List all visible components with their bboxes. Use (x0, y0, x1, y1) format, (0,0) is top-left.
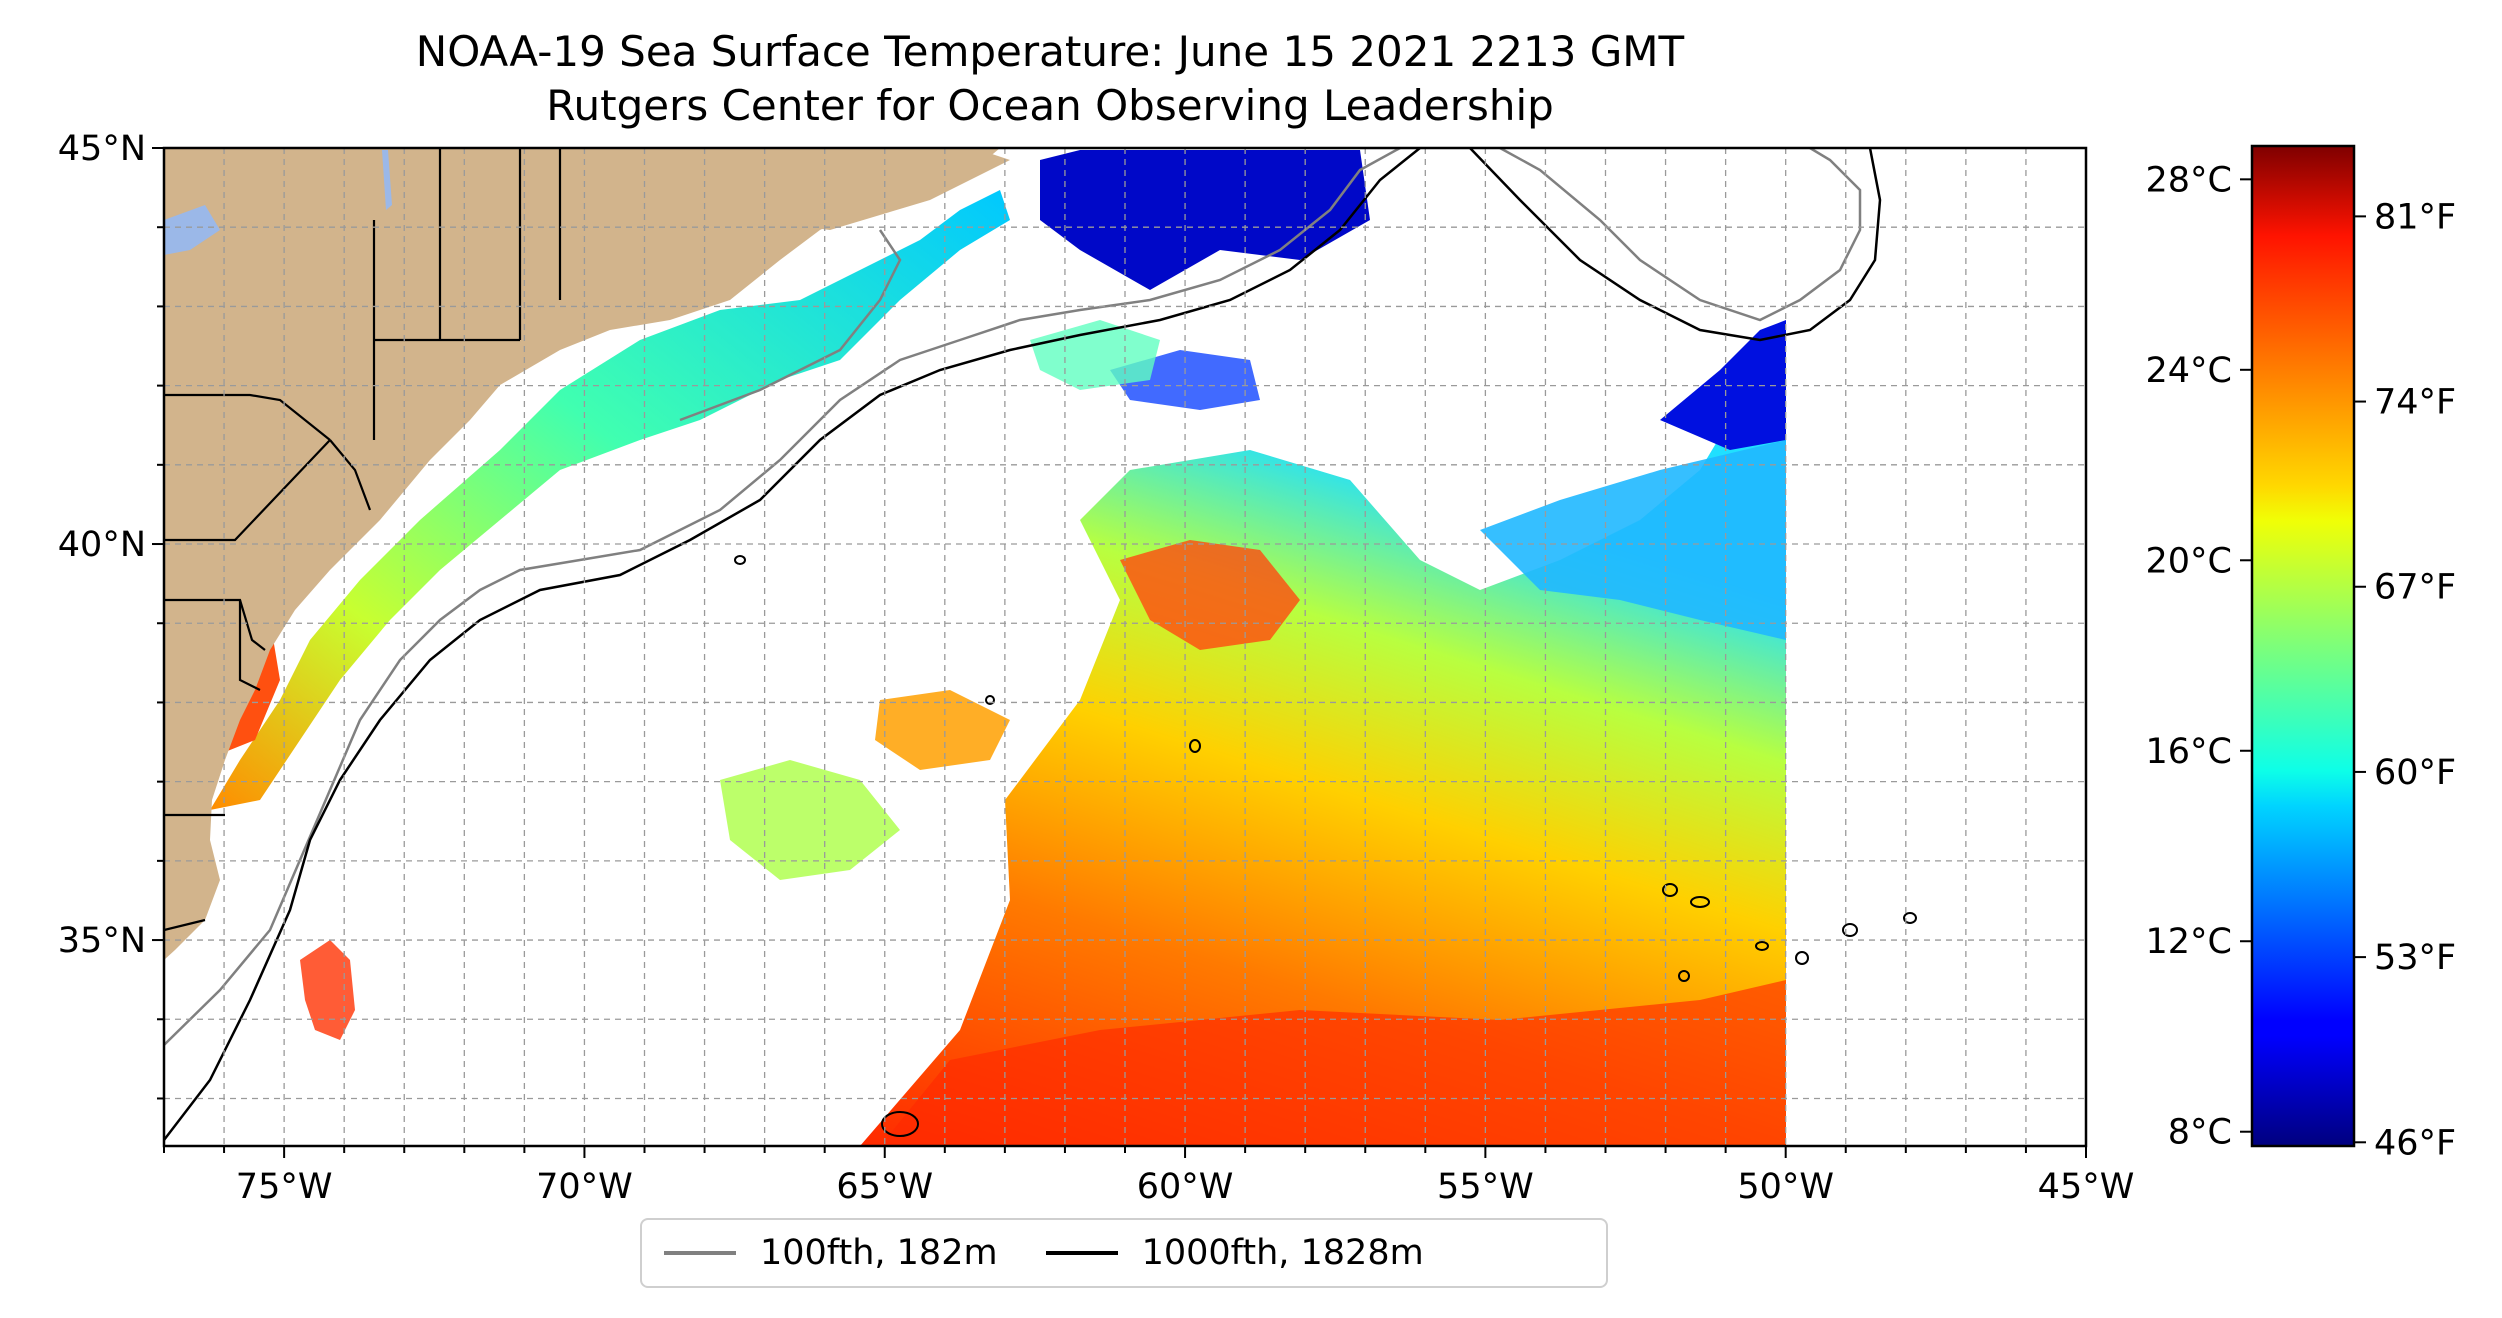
legend-swatch-100fth (664, 1251, 736, 1255)
y-tick-label: 35°N (58, 921, 146, 961)
gridlines (164, 148, 2086, 1146)
sst-warm-core-ring (1120, 540, 1300, 650)
legend-label-100fth: 100fth, 182m (760, 1233, 998, 1273)
legend: 100fth, 182m 1000fth, 1828m (640, 1218, 1608, 1288)
y-tick-label: 45°N (58, 129, 146, 169)
legend-label-1000fth: 1000fth, 1828m (1141, 1233, 1424, 1273)
sst-south-patch (300, 940, 355, 1040)
y-tick-label: 40°N (58, 525, 146, 565)
colorbar-celsius-label: 24°C (2146, 351, 2232, 391)
x-tick-label: 55°W (1437, 1167, 1534, 1207)
lake-champlain (382, 150, 392, 210)
isobath-1000fth-grand-banks (1469, 148, 1882, 342)
isobath-100fth-grand-banks (1499, 148, 1862, 322)
map-title: NOAA-19 Sea Surface Temperature: June 15… (415, 27, 1685, 76)
x-tick-label: 75°W (236, 1167, 333, 1207)
colorbar-celsius-label: 12°C (2146, 922, 2232, 962)
sst-cold-slope-water (1480, 440, 1786, 640)
colorbar-fahrenheit-label: 67°F (2374, 568, 2456, 608)
colorbar-celsius-label: 16°C (2146, 732, 2232, 772)
legend-item-1000fth: 1000fth, 1828m (1045, 1233, 1424, 1273)
colorbar-celsius-label: 28°C (2146, 160, 2232, 200)
colorbar-celsius-label: 20°C (2146, 541, 2232, 581)
sst-cold-nova-scotia (1040, 150, 1370, 290)
sst-hot-south (880, 980, 1786, 1146)
legend-swatch-1000fth (1045, 1251, 1118, 1255)
x-tick-label: 70°W (536, 1167, 633, 1207)
land-nova-scotia (780, 150, 1010, 230)
x-tick-label: 65°W (836, 1167, 933, 1207)
sst-shelf-water (210, 190, 1010, 810)
colorbar-ticks: 28°C 24°C 20°C 16°C 12°C 8°C 81°F 74°F 67°F 60°F 5… (2146, 160, 2457, 1163)
sst-scattered-patches-2 (875, 690, 1010, 770)
map-subtitle: Rutgers Center for Ocean Observing Leade… (546, 81, 1554, 130)
x-tick-label: 45°W (2038, 1167, 2135, 1207)
x-tick-label: 50°W (1737, 1167, 1834, 1207)
seamounts (734, 555, 1917, 1137)
colorbar (2250, 144, 2356, 1148)
isobath-1000fth (164, 148, 1421, 1141)
x-tick-label: 60°W (1137, 1167, 1234, 1207)
colorbar-celsius-label: 8°C (2168, 1113, 2232, 1153)
colorbar-fahrenheit-label: 81°F (2374, 197, 2456, 237)
colorbar-fahrenheit-label: 53°F (2374, 938, 2456, 978)
isobath-100fth-georges (679, 229, 902, 422)
sst-cold-grand-banks (1660, 320, 1786, 450)
legend-item-100fth: 100fth, 182m (664, 1233, 998, 1273)
isobath-100fth (164, 148, 1401, 1046)
sst-warm-gulf-stream-region (860, 420, 1786, 1146)
colorbar-fahrenheit-label: 60°F (2374, 753, 2456, 793)
colorbar-fahrenheit-label: 74°F (2374, 383, 2456, 423)
colorbar-fahrenheit-label: 46°F (2374, 1123, 2456, 1163)
map-axis-ticks: 75°W 70°W 65°W 60°W 55°W 50°W 45°W 45°N 40°N 35°N (58, 129, 2135, 1207)
state-boundaries (164, 148, 562, 932)
lake-ontario-edge (164, 205, 220, 255)
